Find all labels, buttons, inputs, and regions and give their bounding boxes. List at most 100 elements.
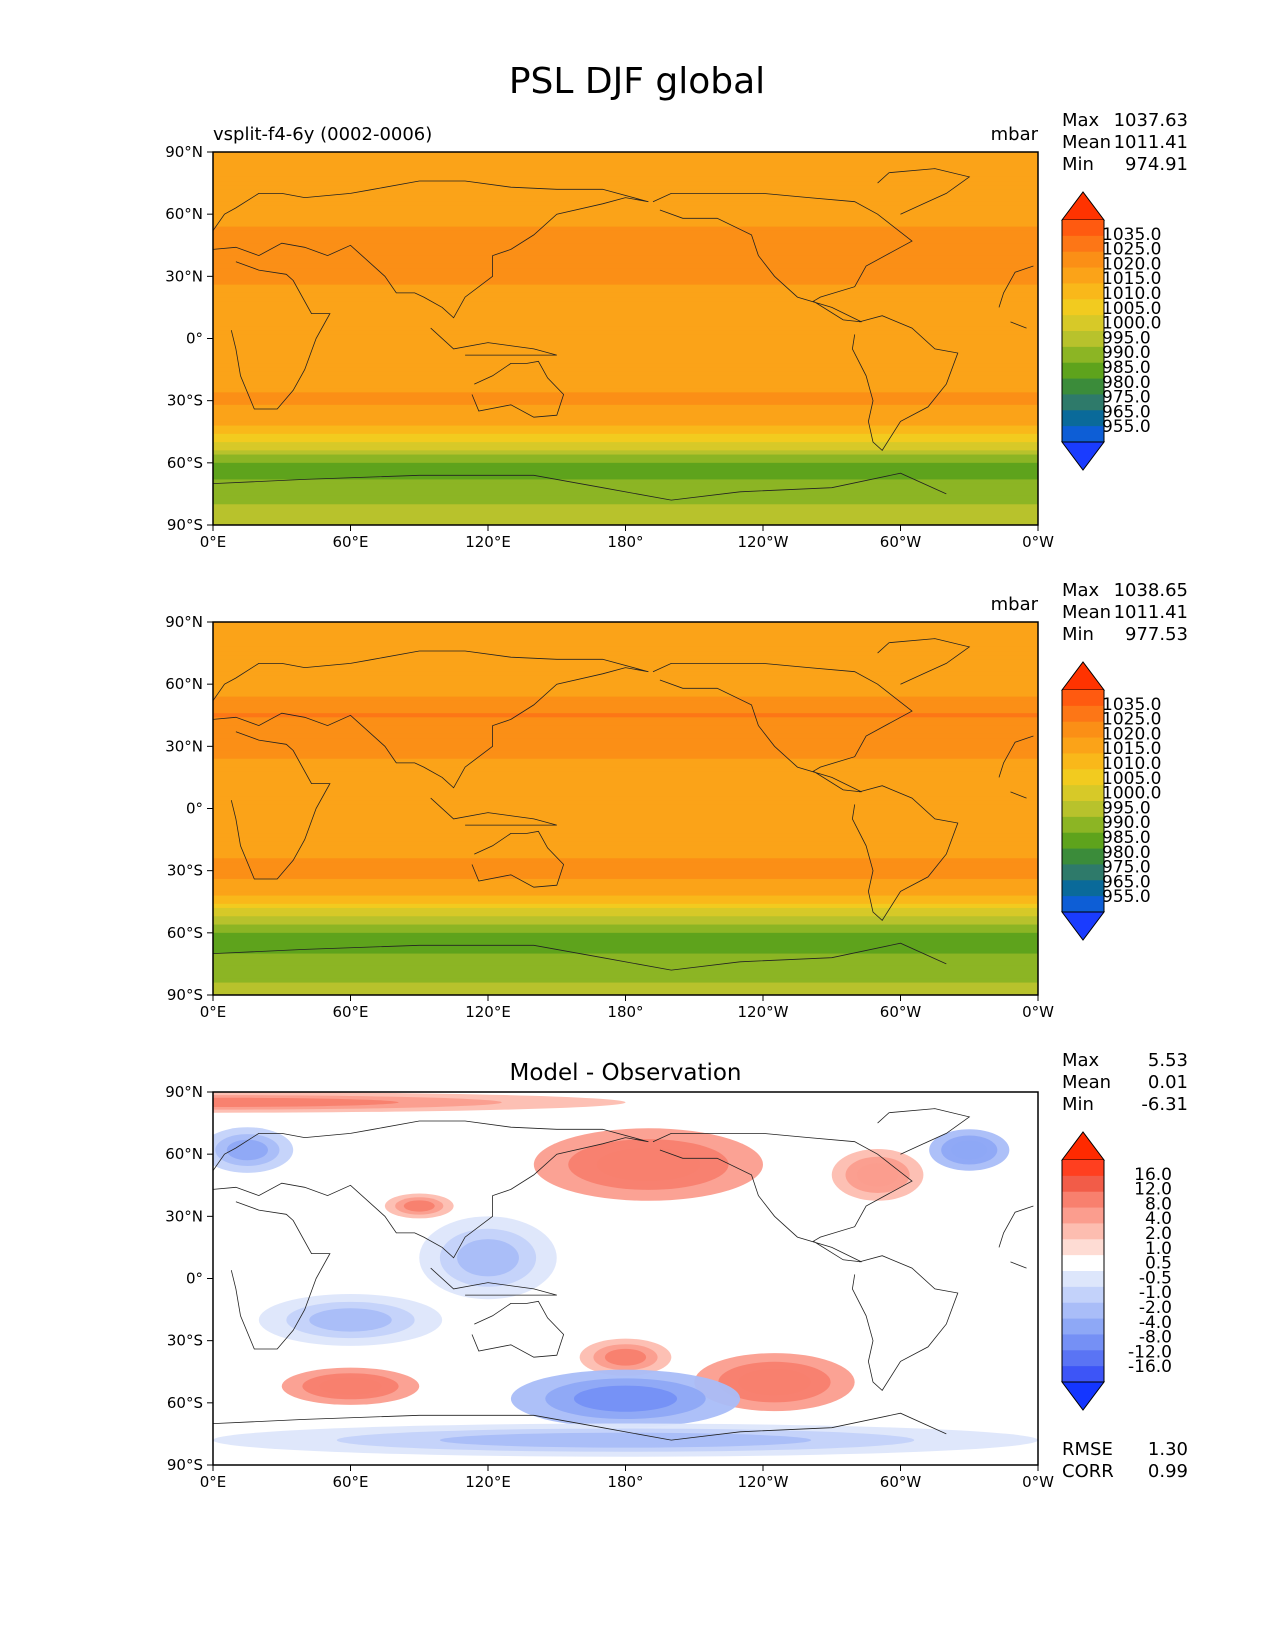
field-band bbox=[213, 500, 1038, 505]
field-band bbox=[213, 845, 1038, 851]
colorbar-segment bbox=[1062, 283, 1104, 300]
field-band bbox=[213, 239, 1038, 244]
field-band bbox=[213, 982, 1038, 988]
field-band bbox=[213, 866, 1038, 872]
field-band bbox=[213, 816, 1038, 822]
colorbar-tick-label: 1000.0 bbox=[1102, 314, 1161, 334]
colorbar-segment bbox=[1062, 848, 1104, 865]
colorbar-tick-label: 995.0 bbox=[1102, 798, 1151, 818]
colorbar-tick-label: 1010.0 bbox=[1102, 754, 1161, 774]
x-tick-label: 120°W bbox=[738, 1003, 789, 1021]
field-band bbox=[213, 634, 1038, 640]
field-band bbox=[213, 675, 1038, 681]
field-band bbox=[213, 646, 1038, 652]
field-band bbox=[213, 721, 1038, 727]
field-band bbox=[213, 928, 1038, 934]
x-tick-label: 60°E bbox=[332, 1473, 368, 1491]
coastline bbox=[877, 638, 971, 685]
field-band bbox=[213, 800, 1038, 805]
field-band bbox=[213, 709, 1038, 714]
field-band bbox=[213, 288, 1038, 294]
map-field bbox=[213, 152, 1038, 525]
coastline bbox=[230, 261, 1034, 410]
field-band bbox=[213, 642, 1038, 648]
field-band bbox=[213, 696, 1038, 702]
field-band bbox=[213, 301, 1038, 306]
field-band bbox=[213, 454, 1038, 460]
coastline bbox=[877, 168, 971, 215]
stat-value: 0.01 bbox=[1148, 1072, 1188, 1093]
field-band bbox=[213, 483, 1038, 489]
field-band bbox=[213, 189, 1038, 195]
colorbar-tick-label: 975.0 bbox=[1102, 858, 1151, 878]
field-band bbox=[213, 214, 1038, 219]
field-band bbox=[213, 384, 1038, 389]
units-label: mbar bbox=[991, 124, 1039, 145]
field-band bbox=[213, 916, 1038, 921]
colorbar-segment bbox=[1062, 426, 1104, 443]
field-band bbox=[213, 342, 1038, 348]
field-band bbox=[213, 284, 1038, 290]
x-tick-label: 60°W bbox=[880, 1473, 922, 1491]
colorbar-segment bbox=[1062, 1175, 1104, 1193]
field-band bbox=[213, 413, 1038, 418]
y-tick-label: 30°N bbox=[165, 737, 203, 755]
panel-difference: 0°E 60°E 120°E 180° 120°W 60°W 0°W 90°N 60°N 30°N… bbox=[165, 1050, 1188, 1491]
colorbar-segment bbox=[1062, 410, 1104, 427]
colorbar-segment bbox=[1062, 737, 1104, 754]
colorbar-tick-label: 975.0 bbox=[1102, 388, 1151, 408]
field-band bbox=[213, 263, 1038, 269]
field-band bbox=[213, 970, 1038, 975]
y-tick-label: 60°S bbox=[167, 454, 203, 472]
field-band bbox=[213, 945, 1038, 951]
colorbar-extend-min bbox=[1061, 911, 1105, 941]
colorbar-segment bbox=[1062, 1271, 1104, 1288]
field-band bbox=[213, 210, 1038, 215]
anomaly-contour bbox=[573, 1385, 678, 1412]
field-band bbox=[213, 638, 1038, 644]
field-band bbox=[213, 218, 1038, 224]
field-band bbox=[213, 974, 1038, 980]
field-band bbox=[213, 168, 1038, 174]
field-band bbox=[213, 671, 1038, 677]
field-band bbox=[213, 276, 1038, 282]
map-field bbox=[213, 622, 1038, 995]
y-tick-label: 30°S bbox=[167, 862, 203, 880]
field-band bbox=[213, 181, 1038, 186]
colorbar-tick-label: 1005.0 bbox=[1102, 769, 1161, 789]
field-band bbox=[213, 371, 1038, 377]
anomaly-contour bbox=[951, 1140, 988, 1160]
extra-stat-label: RMSE bbox=[1062, 1439, 1113, 1460]
y-tick-label: 30°N bbox=[165, 1207, 203, 1225]
field-band bbox=[213, 450, 1038, 456]
x-tick-label: 0°W bbox=[1022, 533, 1054, 551]
colorbar-tick-label: 2.0 bbox=[1145, 1224, 1172, 1244]
anomaly-contour bbox=[319, 1377, 382, 1395]
y-tick-label: 30°S bbox=[167, 1332, 203, 1350]
field-band bbox=[213, 164, 1038, 170]
field-band bbox=[213, 808, 1038, 814]
field-band bbox=[213, 895, 1038, 901]
field-band bbox=[213, 771, 1038, 776]
field-band bbox=[213, 375, 1038, 381]
field-band bbox=[213, 408, 1038, 414]
units-label: mbar bbox=[991, 594, 1039, 615]
field-band bbox=[213, 305, 1038, 311]
field-band bbox=[213, 350, 1038, 356]
colorbar-tick-label: 16.0 bbox=[1134, 1165, 1172, 1185]
colorbar-outline bbox=[1061, 220, 1105, 442]
colorbar-segment bbox=[1062, 251, 1104, 268]
colorbar-tick-label: 980.0 bbox=[1102, 843, 1151, 863]
stat-label: Max bbox=[1062, 1050, 1100, 1071]
stat-value: -6.31 bbox=[1141, 1094, 1188, 1115]
x-tick-label: 0°W bbox=[1022, 1473, 1054, 1491]
field-band bbox=[213, 504, 1038, 510]
colorbar-tick-label: 1005.0 bbox=[1102, 299, 1161, 319]
field-band bbox=[213, 990, 1038, 995]
field-band bbox=[213, 953, 1038, 959]
field-band bbox=[213, 883, 1038, 888]
colorbar-segment bbox=[1062, 267, 1104, 284]
stat-label: Max bbox=[1062, 110, 1100, 131]
field-band bbox=[213, 820, 1038, 826]
coastline bbox=[213, 1412, 947, 1465]
